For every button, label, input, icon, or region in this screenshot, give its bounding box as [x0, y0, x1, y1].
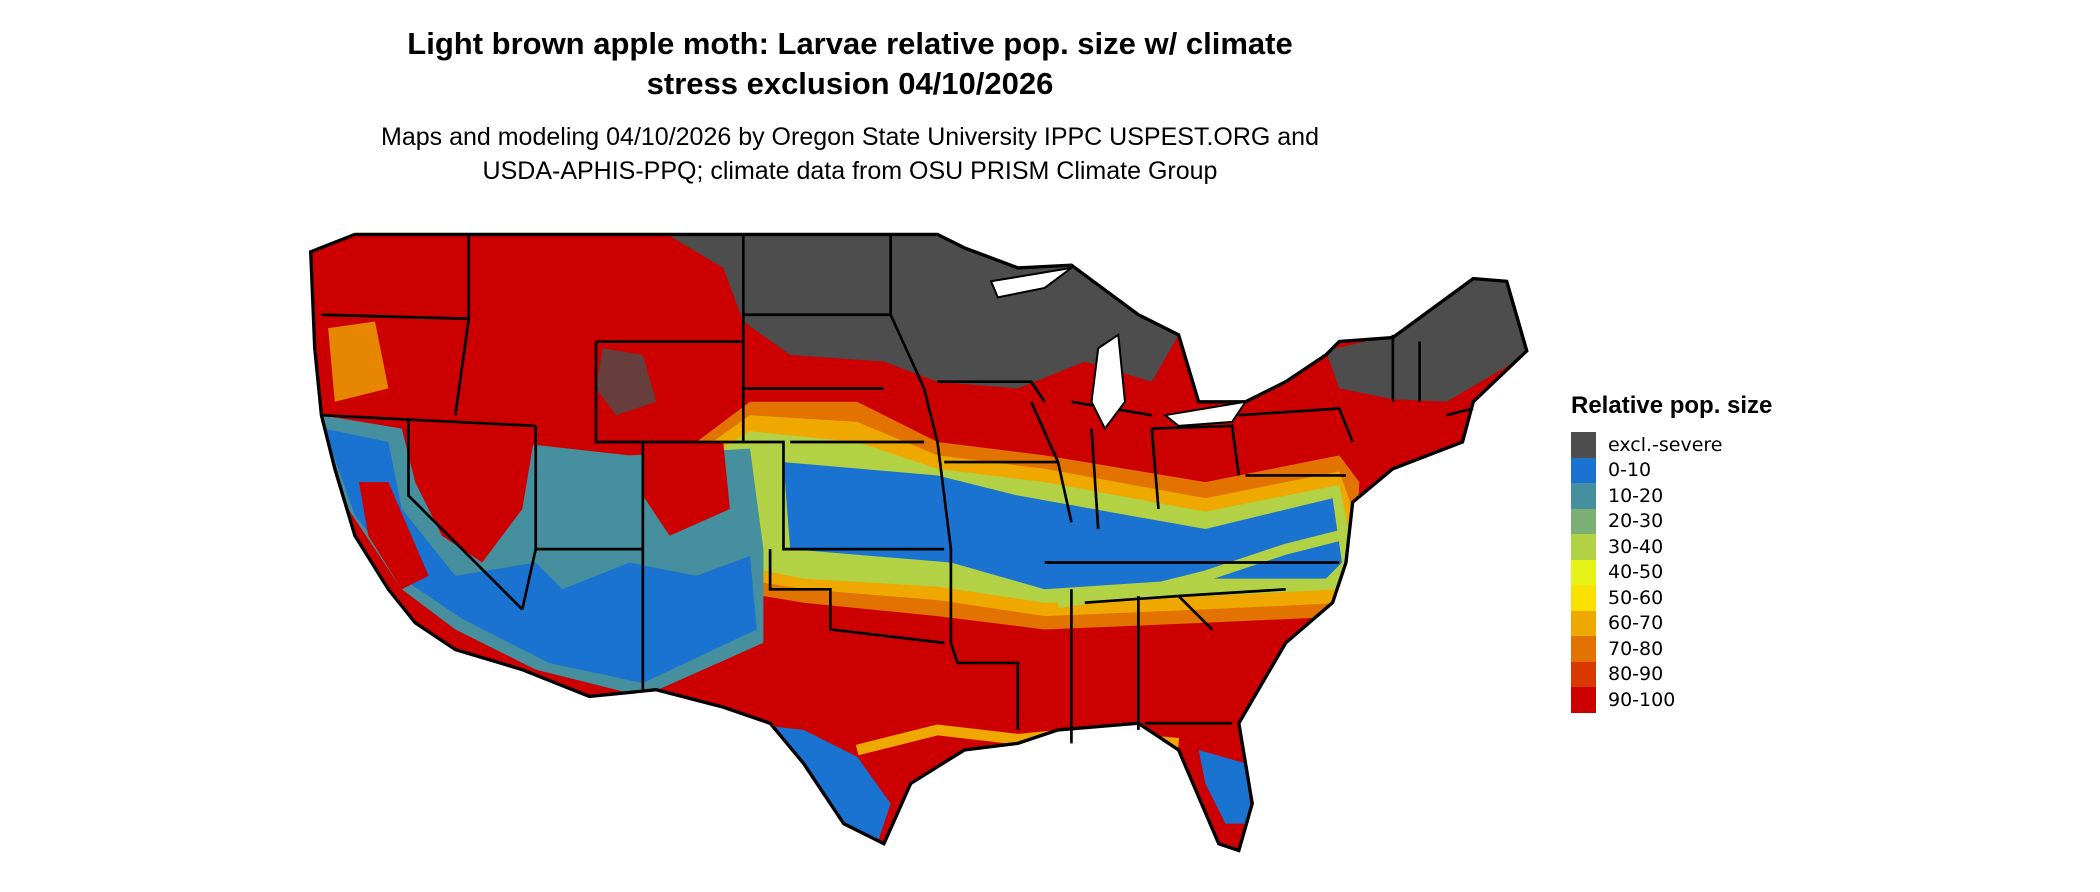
legend-label: 10-20	[1608, 484, 1664, 507]
title-line-1: Light brown apple moth: Larvae relative …	[407, 26, 1293, 61]
legend-swatch	[1571, 559, 1596, 585]
legend-label: 0-10	[1608, 459, 1652, 482]
legend-item: 10-20	[1571, 483, 1772, 509]
legend-swatch	[1571, 508, 1596, 534]
class-orange-west-patches	[328, 321, 389, 402]
legend-swatch	[1571, 585, 1596, 611]
legend-swatch	[1571, 636, 1596, 662]
legend-swatch	[1571, 687, 1596, 713]
class-yellow-se-band	[1057, 530, 1341, 608]
great-lakes	[989, 266, 1248, 431]
class-excl-severe-ne-area	[1325, 274, 1527, 402]
legend-item: 30-40	[1571, 534, 1772, 560]
legend-label: 20-30	[1608, 510, 1664, 533]
legend-item: 20-30	[1571, 508, 1772, 534]
legend: Relative pop. size excl.-severe 0-10 10-20…	[1571, 392, 1772, 713]
class-0-10-florida-area	[1198, 750, 1253, 824]
subtitle-line-1: Maps and modeling 04/10/2026 by Oregon S…	[381, 123, 1319, 151]
legend-label: 30-40	[1608, 535, 1664, 558]
legend-swatch	[1571, 483, 1596, 509]
legend-item: 40-50	[1571, 559, 1772, 585]
legend-item: 90-100	[1571, 687, 1772, 713]
legend-label: 90-100	[1608, 688, 1676, 711]
legend-swatch	[1571, 432, 1596, 458]
legend-item: 50-60	[1571, 585, 1772, 611]
legend-item: 80-90	[1571, 661, 1772, 687]
legend-label: 80-90	[1608, 663, 1664, 686]
legend-label: 70-80	[1608, 637, 1664, 660]
state-borders	[309, 232, 1529, 853]
legend-swatch	[1571, 610, 1596, 636]
legend-items: excl.-severe 0-10 10-20 20-30 30-40 40-50 50-6…	[1571, 432, 1772, 713]
legend-item: excl.-severe	[1571, 432, 1772, 458]
legend-item: 70-80	[1571, 636, 1772, 662]
legend-swatch	[1571, 457, 1596, 483]
subtitle-line-2: USDA-APHIS-PPQ; climate data from OSU PR…	[482, 157, 1218, 185]
legend-label: excl.-severe	[1608, 433, 1723, 456]
legend-title: Relative pop. size	[1571, 392, 1773, 419]
class-0-10-central-area	[783, 462, 1342, 590]
class-90-100-west-patches	[358, 428, 730, 590]
legend-item: 60-70	[1571, 610, 1772, 636]
legend-label: 40-50	[1608, 561, 1664, 584]
legend-label: 60-70	[1608, 612, 1664, 635]
state-lines	[321, 234, 1474, 744]
legend-item: 0-10	[1571, 457, 1772, 483]
legend-swatch	[1571, 534, 1596, 560]
legend-swatch	[1571, 661, 1596, 687]
legend-label: 50-60	[1608, 586, 1664, 609]
map-title: Light brown apple moth: Larvae relative …	[0, 24, 1700, 104]
class-0-10-west-area	[324, 428, 757, 684]
title-line-2: stress exclusion 04/10/2026	[646, 66, 1054, 101]
map-subtitle: Maps and modeling 04/10/2026 by Oregon S…	[0, 120, 1700, 188]
class-excl-severe-wy-area	[595, 348, 657, 416]
